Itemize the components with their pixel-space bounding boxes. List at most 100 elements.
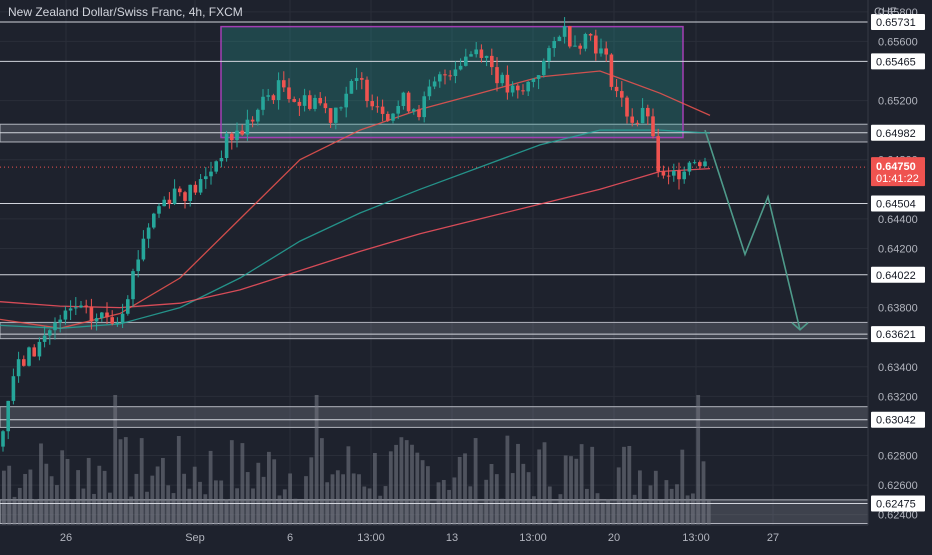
volume-bar <box>526 472 531 525</box>
x-tick-label: Sep <box>185 532 205 544</box>
volume-bar <box>261 476 266 525</box>
volume-bar <box>240 443 245 525</box>
candle-body <box>11 376 16 401</box>
y-tick-label: 0.65600 <box>878 36 918 48</box>
candle-body <box>74 307 78 309</box>
volume-bar <box>65 458 70 525</box>
candle-body <box>209 171 213 177</box>
candle-body <box>105 312 109 318</box>
candle-body <box>594 35 598 54</box>
candle-body <box>188 184 192 201</box>
y-tick-label: 0.62600 <box>878 480 918 492</box>
candle-body <box>526 81 530 92</box>
volume-bar <box>653 470 658 525</box>
candle-body <box>620 91 624 98</box>
candle-body <box>609 54 614 87</box>
volume-bar <box>39 443 43 525</box>
candle-body <box>458 65 463 70</box>
candle-body <box>391 113 395 121</box>
candle-body <box>375 106 380 108</box>
volume-bar <box>388 451 393 525</box>
candle-body <box>469 54 473 57</box>
level-label-box <box>871 53 925 70</box>
level-label-box <box>871 124 925 141</box>
candle-body <box>490 55 494 68</box>
volume-bar <box>500 498 504 525</box>
candle-body <box>604 48 608 55</box>
candle-body <box>557 36 562 42</box>
candle-body <box>443 74 447 76</box>
candle-body <box>141 238 146 260</box>
candle-body <box>588 33 593 36</box>
volume-bar <box>203 494 208 525</box>
candles-layer <box>1 17 707 452</box>
x-tick-label: 13:00 <box>682 532 710 544</box>
candle-body <box>344 93 348 108</box>
candle-body <box>453 69 458 77</box>
candle-body <box>328 108 333 123</box>
candle-body <box>157 206 161 214</box>
volume-bar <box>235 488 239 525</box>
candle-body <box>245 119 250 135</box>
candle-body <box>396 105 400 114</box>
candle-body <box>27 347 31 366</box>
volume-bar <box>293 498 298 525</box>
candle-body <box>505 74 510 93</box>
volume-bar <box>272 459 277 525</box>
candle-body <box>240 130 244 135</box>
level-label: 0.65731 <box>876 17 916 29</box>
moving-average-line <box>0 129 711 329</box>
volume-bar <box>182 473 186 525</box>
candle-body <box>224 133 229 159</box>
chart-title: New Zealand Dollar/Swiss Franc, 4h, FXCM <box>8 5 243 19</box>
level-label: 0.64022 <box>876 270 916 282</box>
level-label: 0.63042 <box>876 415 916 427</box>
volume-bar <box>616 467 621 525</box>
volume-bar <box>516 443 520 525</box>
level-label: 0.63621 <box>876 329 916 341</box>
volume-bar <box>479 504 483 525</box>
candle-body <box>308 95 312 109</box>
volume-bar <box>17 487 22 525</box>
volume-bar <box>537 449 542 525</box>
volume-bar <box>298 501 303 525</box>
volume-bar <box>696 395 701 525</box>
volume-bar <box>33 499 38 525</box>
volume-bar <box>49 476 54 525</box>
level-label-box <box>871 195 925 212</box>
candle-body <box>521 90 525 92</box>
level-label-box <box>871 495 925 512</box>
support-resistance-zone <box>0 321 869 340</box>
volume-bar <box>357 474 361 525</box>
volume-bar <box>595 493 600 525</box>
candle-body <box>261 96 265 110</box>
candle-body <box>318 97 322 104</box>
y-tick-label: 0.65200 <box>878 96 918 108</box>
volume-bar <box>532 496 536 525</box>
volume-bar <box>219 480 224 525</box>
candle-body <box>651 116 655 137</box>
volume-bar <box>161 457 165 525</box>
volume-bar <box>102 470 107 525</box>
candle-body <box>516 85 520 91</box>
volume-bar <box>7 465 12 525</box>
level-label: 0.64504 <box>876 198 916 210</box>
volume-bar <box>468 486 473 525</box>
candle-body <box>339 107 343 109</box>
candle-body <box>193 184 198 193</box>
candle-body <box>250 119 255 122</box>
volume-bar <box>706 498 711 525</box>
candle-body <box>661 171 666 176</box>
candle-body <box>172 188 177 204</box>
candle-body <box>448 75 452 77</box>
level-label-box <box>871 326 925 343</box>
x-tick-label: 13 <box>446 532 458 544</box>
candle-body <box>578 45 582 49</box>
candle-body <box>542 60 546 76</box>
y-tick-label: 0.64400 <box>878 214 918 226</box>
volume-bar <box>335 470 340 525</box>
candle-body <box>287 87 291 100</box>
candle-body <box>37 341 42 357</box>
current-price-box <box>871 157 925 187</box>
